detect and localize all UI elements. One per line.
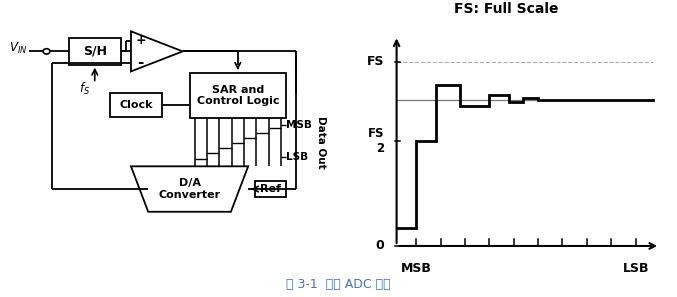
Text: S/H: S/H <box>83 45 107 58</box>
Text: LSB: LSB <box>286 152 308 162</box>
FancyBboxPatch shape <box>69 38 121 65</box>
Text: SAR and
Control Logic: SAR and Control Logic <box>196 85 279 106</box>
Text: MSB: MSB <box>401 262 431 275</box>
Text: $f_S$: $f_S$ <box>79 81 90 97</box>
Text: $V_{IN}$: $V_{IN}$ <box>9 41 27 56</box>
Text: MSB: MSB <box>286 120 312 130</box>
Text: Ref: Ref <box>260 184 281 194</box>
Text: D/A
Converter: D/A Converter <box>158 178 221 200</box>
Text: -: - <box>137 55 144 70</box>
Text: FS: Full Scale: FS: Full Scale <box>454 2 559 16</box>
FancyBboxPatch shape <box>255 181 286 197</box>
Text: LSB: LSB <box>622 262 649 275</box>
Text: +: + <box>135 34 146 47</box>
Text: 0: 0 <box>376 239 385 252</box>
FancyBboxPatch shape <box>190 73 286 118</box>
Text: 图 3-1  经典 ADC 结构: 图 3-1 经典 ADC 结构 <box>286 278 391 291</box>
FancyBboxPatch shape <box>110 93 162 117</box>
Text: Data Out: Data Out <box>315 116 326 169</box>
Text: Clock: Clock <box>119 100 153 110</box>
Text: FS
2: FS 2 <box>368 127 385 155</box>
Text: FS: FS <box>367 55 385 68</box>
Polygon shape <box>131 166 248 212</box>
